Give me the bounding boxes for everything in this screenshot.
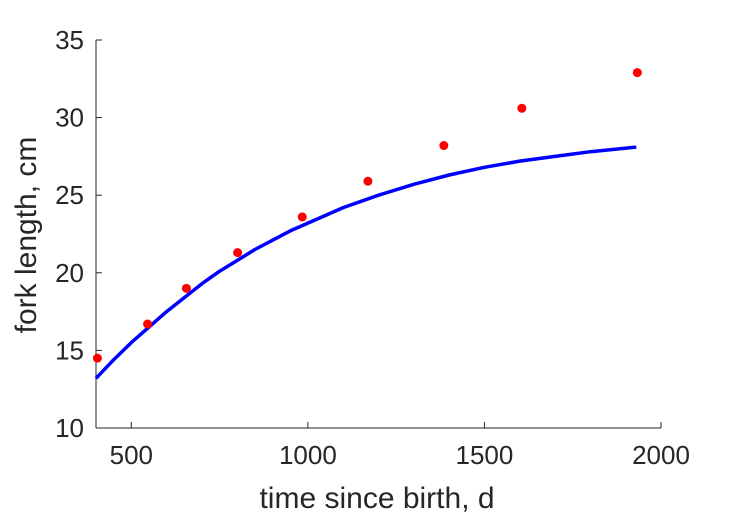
data-point xyxy=(181,283,191,293)
y-tick-label: 20 xyxy=(55,258,84,288)
y-axis-label: fork length, cm xyxy=(10,137,43,334)
data-point xyxy=(92,353,102,363)
y-tick-label: 30 xyxy=(55,103,84,133)
x-tick-label: 1500 xyxy=(456,440,514,470)
x-axis-label: time since birth, d xyxy=(259,482,494,515)
data-point xyxy=(632,68,642,78)
data-points-layer xyxy=(92,68,642,363)
y-tick-label: 35 xyxy=(55,25,84,55)
y-tick-label: 10 xyxy=(55,413,84,443)
data-point xyxy=(439,141,449,151)
data-point xyxy=(143,319,153,329)
data-point xyxy=(297,212,307,222)
data-point xyxy=(363,176,373,186)
axes: 500 1000 1500 2000 10 15 20 25 30 35 xyxy=(55,25,690,470)
data-point xyxy=(517,103,527,113)
x-tick-label: 2000 xyxy=(632,440,690,470)
y-tick-label: 15 xyxy=(55,335,84,365)
x-tick-label: 500 xyxy=(110,440,153,470)
x-tick-label: 1000 xyxy=(279,440,337,470)
fit-curve xyxy=(94,145,637,380)
y-tick-label: 25 xyxy=(55,180,84,210)
data-point xyxy=(233,248,243,258)
fit-curve-layer xyxy=(94,145,637,380)
